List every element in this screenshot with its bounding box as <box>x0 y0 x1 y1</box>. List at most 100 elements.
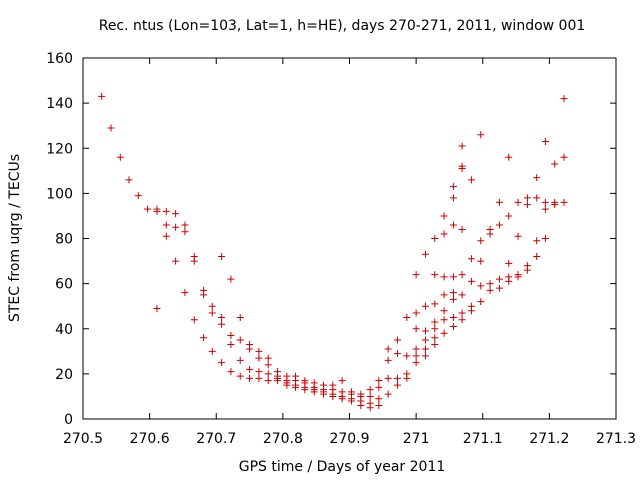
x-axis-label: GPS time / Days of year 2011 <box>239 459 446 475</box>
data-point <box>246 374 254 382</box>
data-point <box>440 291 448 299</box>
data-point <box>181 289 189 297</box>
data-point <box>421 302 429 310</box>
data-point <box>227 341 235 349</box>
data-point <box>107 124 115 132</box>
data-point <box>98 92 106 100</box>
data-point <box>551 201 559 209</box>
data-point <box>301 386 309 394</box>
data-point <box>412 352 420 360</box>
x-tick-label: 270.7 <box>196 431 236 447</box>
chart-title: Rec. ntus (Lon=103, Lat=1, h=HE), days 2… <box>99 18 586 34</box>
data-point <box>505 259 513 267</box>
data-point <box>227 332 235 340</box>
data-point <box>541 137 549 145</box>
data-point <box>393 381 401 389</box>
y-tick-label: 60 <box>55 277 73 293</box>
data-point <box>449 273 457 281</box>
data-point <box>514 198 522 206</box>
data-point <box>274 377 282 385</box>
data-point <box>227 368 235 376</box>
data-point <box>431 300 439 308</box>
data-point <box>236 356 244 364</box>
data-point <box>116 153 124 161</box>
data-point <box>486 280 494 288</box>
x-tick-label: 271 <box>403 431 430 447</box>
x-tick-label: 270.6 <box>130 431 170 447</box>
data-point <box>551 160 559 168</box>
data-point <box>421 327 429 335</box>
data-point <box>384 390 392 398</box>
data-point <box>172 210 180 218</box>
data-point <box>458 316 466 324</box>
data-point <box>236 372 244 380</box>
data-point <box>560 198 568 206</box>
data-point <box>403 374 411 382</box>
data-point <box>172 223 180 231</box>
data-point <box>320 390 328 398</box>
data-point <box>431 341 439 349</box>
data-point <box>505 212 513 220</box>
data-point <box>218 253 226 261</box>
data-point <box>486 286 494 294</box>
data-point <box>255 368 263 376</box>
data-point <box>533 253 541 261</box>
x-tick-label: 271.2 <box>529 431 569 447</box>
data-point <box>292 383 300 391</box>
data-point <box>458 165 466 173</box>
data-point <box>153 304 161 312</box>
data-point <box>264 370 272 378</box>
data-point <box>403 352 411 360</box>
y-tick-label: 100 <box>46 186 73 202</box>
data-point <box>125 176 133 184</box>
data-point <box>458 271 466 279</box>
data-point <box>236 336 244 344</box>
data-point <box>384 345 392 353</box>
data-point <box>218 320 226 328</box>
y-tick-label: 40 <box>55 322 73 338</box>
data-point <box>357 401 365 409</box>
data-point <box>208 302 216 310</box>
data-point <box>366 386 374 394</box>
data-point <box>449 322 457 330</box>
data-point <box>218 313 226 321</box>
data-point <box>477 257 485 265</box>
data-point <box>255 347 263 355</box>
data-point <box>523 201 531 209</box>
data-point <box>255 354 263 362</box>
data-point <box>162 232 170 240</box>
data-point <box>181 221 189 229</box>
data-point <box>338 395 346 403</box>
data-point <box>533 237 541 245</box>
x-tick-label: 270.5 <box>63 431 103 447</box>
data-point <box>440 329 448 337</box>
data-point <box>246 345 254 353</box>
data-point <box>393 374 401 382</box>
data-point <box>458 309 466 317</box>
data-point <box>431 271 439 279</box>
data-point <box>200 334 208 342</box>
data-point <box>440 273 448 281</box>
data-point <box>477 131 485 139</box>
data-point <box>431 334 439 342</box>
data-point <box>467 176 475 184</box>
data-point <box>523 194 531 202</box>
data-point <box>227 275 235 283</box>
data-point <box>218 359 226 367</box>
data-point <box>495 221 503 229</box>
data-point <box>412 325 420 333</box>
x-tick-label: 270.8 <box>263 431 303 447</box>
data-point <box>440 316 448 324</box>
y-tick-label: 80 <box>55 232 73 248</box>
data-point <box>412 309 420 317</box>
data-point <box>181 228 189 236</box>
data-point <box>264 354 272 362</box>
data-point <box>366 392 374 400</box>
data-point <box>449 289 457 297</box>
data-point <box>505 277 513 285</box>
data-point <box>208 347 216 355</box>
data-point <box>421 345 429 353</box>
data-point <box>523 266 531 274</box>
data-point <box>393 336 401 344</box>
data-point <box>477 298 485 306</box>
